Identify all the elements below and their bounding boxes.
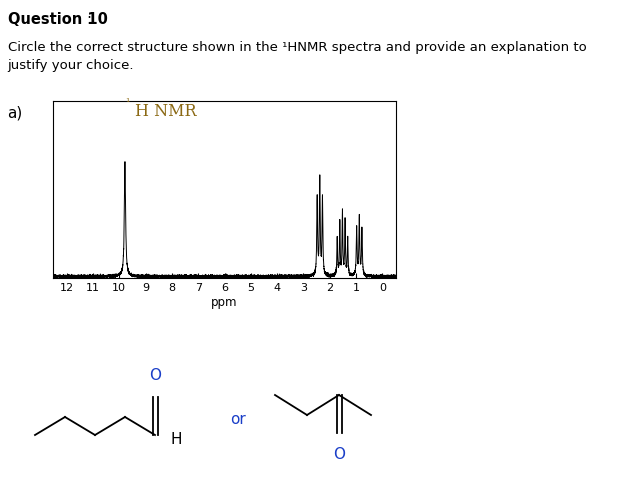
Text: or: or: [230, 412, 246, 428]
Text: Circle the correct structure shown in the ¹HNMR spectra and provide an explanati: Circle the correct structure shown in th…: [8, 41, 587, 72]
X-axis label: ppm: ppm: [211, 296, 238, 309]
Text: O: O: [333, 447, 345, 462]
Text: :: :: [87, 12, 92, 27]
Text: H: H: [170, 432, 181, 447]
Text: H NMR: H NMR: [135, 103, 197, 120]
Text: a): a): [8, 106, 23, 120]
Text: Question 10: Question 10: [8, 12, 107, 27]
Text: ¹: ¹: [126, 98, 130, 108]
Text: O: O: [149, 368, 161, 383]
